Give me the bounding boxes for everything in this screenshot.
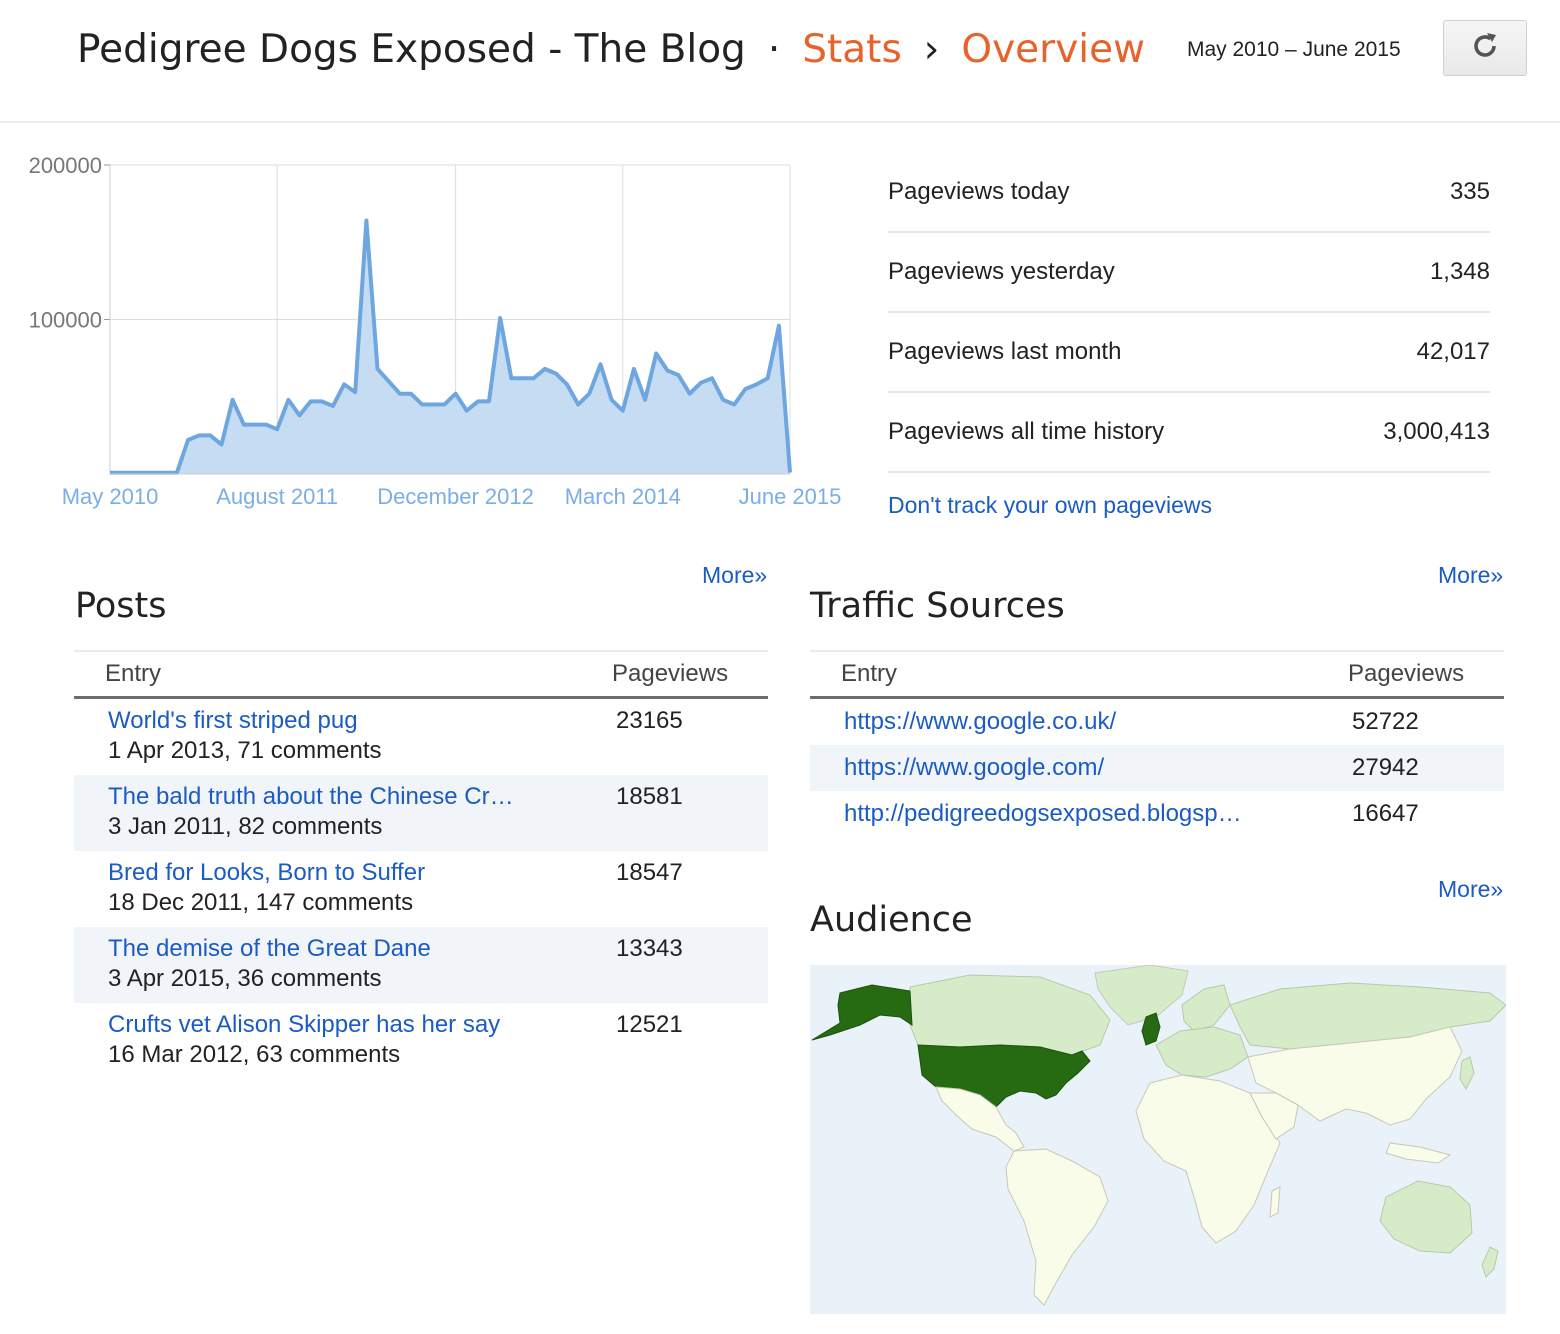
x-tick-label: May 2010 — [62, 484, 159, 509]
post-title-link[interactable]: Crufts vet Alison Skipper has her say — [108, 1011, 501, 1038]
breadcrumb-separator: › — [923, 27, 940, 72]
column-header-entry[interactable]: Entry — [105, 660, 162, 687]
breadcrumb-stats-link[interactable]: Stats — [802, 27, 902, 72]
pageview-stats: Pageviews today 335 Pageviews yesterday … — [888, 153, 1490, 473]
stat-row-all-time: Pageviews all time history 3,000,413 — [888, 393, 1490, 473]
post-meta: 3 Apr 2015, 36 comments — [108, 965, 382, 992]
post-pageviews: 23165 — [616, 707, 683, 734]
post-title-link[interactable]: The demise of the Great Dane — [108, 935, 431, 962]
refresh-button[interactable] — [1443, 20, 1527, 76]
column-header-pageviews[interactable]: Pageviews — [612, 660, 729, 687]
posts-table-header: Entry Pageviews — [74, 652, 768, 699]
stat-value: 3,000,413 — [1383, 418, 1490, 445]
pageviews-chart: 200000 100000 May 2010 August 2011 December … — [29, 153, 842, 509]
stat-label: Pageviews today — [888, 178, 1070, 205]
post-pageviews: 18581 — [616, 783, 683, 810]
map-region-south-america — [1005, 1148, 1109, 1306]
map-region-mexico — [935, 1086, 1025, 1152]
date-range-selector[interactable]: May 2010 – June 2015 — [1187, 38, 1401, 61]
stat-label: Pageviews all time history — [888, 418, 1165, 445]
map-region-greenland — [1094, 965, 1189, 1026]
audience-title: Audience — [810, 900, 973, 940]
table-row: World's first striped pug 1 Apr 2013, 71… — [74, 699, 768, 775]
map-region-canada — [909, 974, 1111, 1056]
stat-label: Pageviews yesterday — [888, 258, 1115, 285]
stat-row-today: Pageviews today 335 — [888, 153, 1490, 233]
stat-value: 42,017 — [1416, 338, 1490, 365]
posts-more-link[interactable]: More» — [702, 562, 768, 588]
map-region-australia — [1379, 1180, 1473, 1254]
breadcrumb-dot: · — [767, 27, 781, 72]
map-region-new-zealand — [1481, 1246, 1499, 1278]
traffic-more-link[interactable]: More» — [1438, 562, 1504, 588]
traffic-pageviews: 52722 — [1352, 708, 1419, 735]
traffic-source-link[interactable]: https://www.google.co.uk/ — [844, 708, 1117, 735]
posts-title: Posts — [75, 586, 167, 626]
map-region-alaska — [811, 984, 913, 1041]
traffic-pageviews: 27942 — [1352, 754, 1419, 781]
table-row: https://www.google.com/ 27942 — [810, 745, 1504, 791]
map-region-madagascar — [1269, 1186, 1281, 1218]
refresh-icon — [1468, 29, 1502, 68]
table-row: The bald truth about the Chinese Cr… 3 J… — [74, 775, 768, 851]
x-tick-label: March 2014 — [565, 484, 681, 509]
audience-more-link[interactable]: More» — [1438, 876, 1504, 902]
blog-name: Pedigree Dogs Exposed - The Blog — [77, 27, 746, 72]
traffic-source-link[interactable]: https://www.google.com/ — [844, 754, 1105, 781]
pageviews-line — [110, 218, 792, 475]
posts-table: Entry Pageviews World's first striped pu… — [74, 650, 768, 1079]
table-row: Crufts vet Alison Skipper has her say 16… — [74, 1003, 768, 1079]
dont-track-link[interactable]: Don't track your own pageviews — [888, 492, 1212, 518]
table-row: http://pedigreedogsexposed.blogsp… 16647 — [810, 791, 1504, 837]
map-region-uk — [1141, 1012, 1161, 1046]
stat-value: 1,348 — [1429, 258, 1490, 285]
breadcrumb-overview: Overview — [961, 27, 1146, 72]
map-region-africa — [1135, 1074, 1281, 1244]
post-meta: 16 Mar 2012, 63 comments — [108, 1041, 401, 1068]
post-pageviews: 13343 — [616, 935, 683, 962]
post-meta: 3 Jan 2011, 82 comments — [108, 813, 383, 840]
y-tick-label: 100000 — [29, 308, 102, 333]
table-row: Bred for Looks, Born to Suffer 18 Dec 20… — [74, 851, 768, 927]
map-region-europe — [1155, 1026, 1249, 1078]
post-meta: 1 Apr 2013, 71 comments — [108, 737, 382, 764]
post-title-link[interactable]: World's first striped pug — [108, 707, 358, 734]
x-tick-label: December 2012 — [377, 484, 534, 509]
x-tick-label: August 2011 — [216, 484, 338, 509]
post-pageviews: 18547 — [616, 859, 683, 886]
column-header-pageviews[interactable]: Pageviews — [1348, 660, 1465, 687]
column-header-entry[interactable]: Entry — [841, 660, 898, 687]
post-pageviews: 12521 — [616, 1011, 683, 1038]
map-region-arabia — [1249, 1092, 1299, 1140]
map-region-indonesia — [1385, 1142, 1452, 1164]
page-header: Pedigree Dogs Exposed - The Blog · Stats › O… — [0, 0, 1560, 123]
stat-label: Pageviews last month — [888, 338, 1122, 365]
traffic-sources-table: Entry Pageviews https://www.google.co.uk… — [810, 650, 1504, 837]
traffic-table-header: Entry Pageviews — [810, 652, 1504, 699]
traffic-sources-title: Traffic Sources — [810, 586, 1065, 626]
stat-row-yesterday: Pageviews yesterday 1,348 — [888, 233, 1490, 313]
stat-value: 335 — [1449, 178, 1490, 205]
stat-row-last-month: Pageviews last month 42,017 — [888, 313, 1490, 393]
table-row: https://www.google.co.uk/ 52722 — [810, 699, 1504, 745]
post-meta: 18 Dec 2011, 147 comments — [108, 889, 414, 916]
breadcrumb: Pedigree Dogs Exposed - The Blog · Stats › O… — [77, 22, 1145, 78]
y-tick-label: 200000 — [29, 153, 102, 178]
table-row: The demise of the Great Dane 3 Apr 2015,… — [74, 927, 768, 1003]
map-region-russia — [1229, 982, 1506, 1050]
map-region-scandinavia — [1181, 984, 1231, 1032]
traffic-source-link[interactable]: http://pedigreedogsexposed.blogsp… — [844, 800, 1242, 827]
post-title-link[interactable]: The bald truth about the Chinese Cr… — [108, 783, 514, 810]
audience-world-map[interactable] — [810, 965, 1506, 1314]
traffic-pageviews: 16647 — [1352, 800, 1419, 827]
x-tick-label: June 2015 — [739, 484, 842, 509]
post-title-link[interactable]: Bred for Looks, Born to Suffer — [108, 859, 426, 886]
map-region-japan — [1459, 1056, 1475, 1091]
